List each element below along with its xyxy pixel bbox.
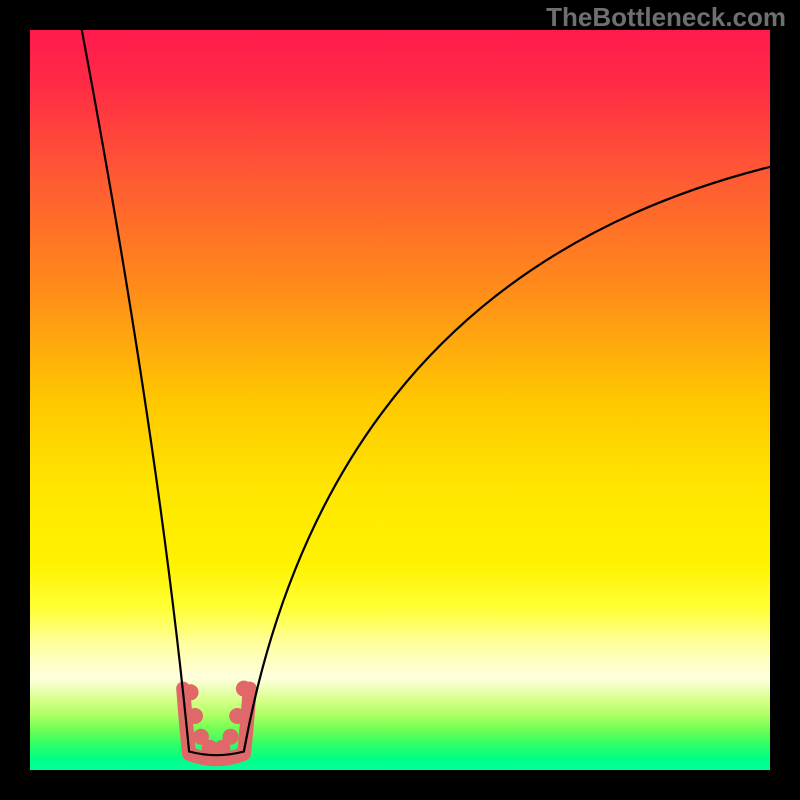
curve-right	[244, 167, 770, 752]
valley-dot	[187, 708, 203, 724]
valley-dot	[183, 684, 199, 700]
curve-layer	[30, 30, 770, 770]
valley-dot	[223, 729, 239, 745]
curve-left	[82, 30, 189, 752]
valley-dot	[236, 681, 252, 697]
chart-frame: TheBottleneck.com	[0, 0, 800, 800]
valley-dot	[229, 708, 245, 724]
watermark-text: TheBottleneck.com	[546, 2, 786, 33]
plot-area	[30, 30, 770, 770]
